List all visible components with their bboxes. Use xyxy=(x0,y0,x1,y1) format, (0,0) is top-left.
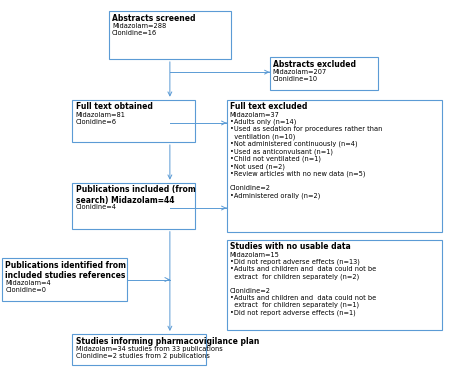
FancyBboxPatch shape xyxy=(226,240,442,330)
FancyBboxPatch shape xyxy=(270,57,378,90)
Text: Full text excluded: Full text excluded xyxy=(230,102,307,111)
Text: Midazolam=4
Clonidine=0: Midazolam=4 Clonidine=0 xyxy=(5,280,51,293)
FancyBboxPatch shape xyxy=(226,100,442,232)
Text: Midazolam=15
•Did not report adverse effects (n=13)
•Adults and children and  da: Midazolam=15 •Did not report adverse eff… xyxy=(230,252,376,316)
Text: Clonidine=4: Clonidine=4 xyxy=(76,204,117,210)
Text: Midazolam=288
Clonidine=16: Midazolam=288 Clonidine=16 xyxy=(112,23,166,36)
Text: Publications included (from
search) Midazolam=44: Publications included (from search) Mida… xyxy=(76,185,195,205)
Text: Studies with no usable data: Studies with no usable data xyxy=(230,242,351,251)
Text: Abstracts screened: Abstracts screened xyxy=(112,14,195,23)
FancyBboxPatch shape xyxy=(2,258,127,301)
FancyBboxPatch shape xyxy=(72,100,195,142)
FancyBboxPatch shape xyxy=(72,334,206,365)
Text: Studies informing pharmacovigilance plan: Studies informing pharmacovigilance plan xyxy=(76,337,259,345)
Text: Full text obtained: Full text obtained xyxy=(76,102,153,111)
Text: Midazolam=34 studies from 33 publications
Clonidine=2 studies from 2 publication: Midazolam=34 studies from 33 publication… xyxy=(76,346,222,359)
Text: Midazolam=81
Clonidine=6: Midazolam=81 Clonidine=6 xyxy=(76,112,125,125)
Text: Abstracts excluded: Abstracts excluded xyxy=(273,60,356,69)
Text: Midazolam=207
Clonidine=10: Midazolam=207 Clonidine=10 xyxy=(273,69,327,82)
FancyBboxPatch shape xyxy=(72,183,195,229)
Text: Publications identified from
included studies references: Publications identified from included st… xyxy=(5,261,126,280)
FancyBboxPatch shape xyxy=(109,11,231,59)
Text: Midazolam=37
•Adults only (n=14)
•Used as sedation for procedures rather than
  : Midazolam=37 •Adults only (n=14) •Used a… xyxy=(230,112,382,199)
